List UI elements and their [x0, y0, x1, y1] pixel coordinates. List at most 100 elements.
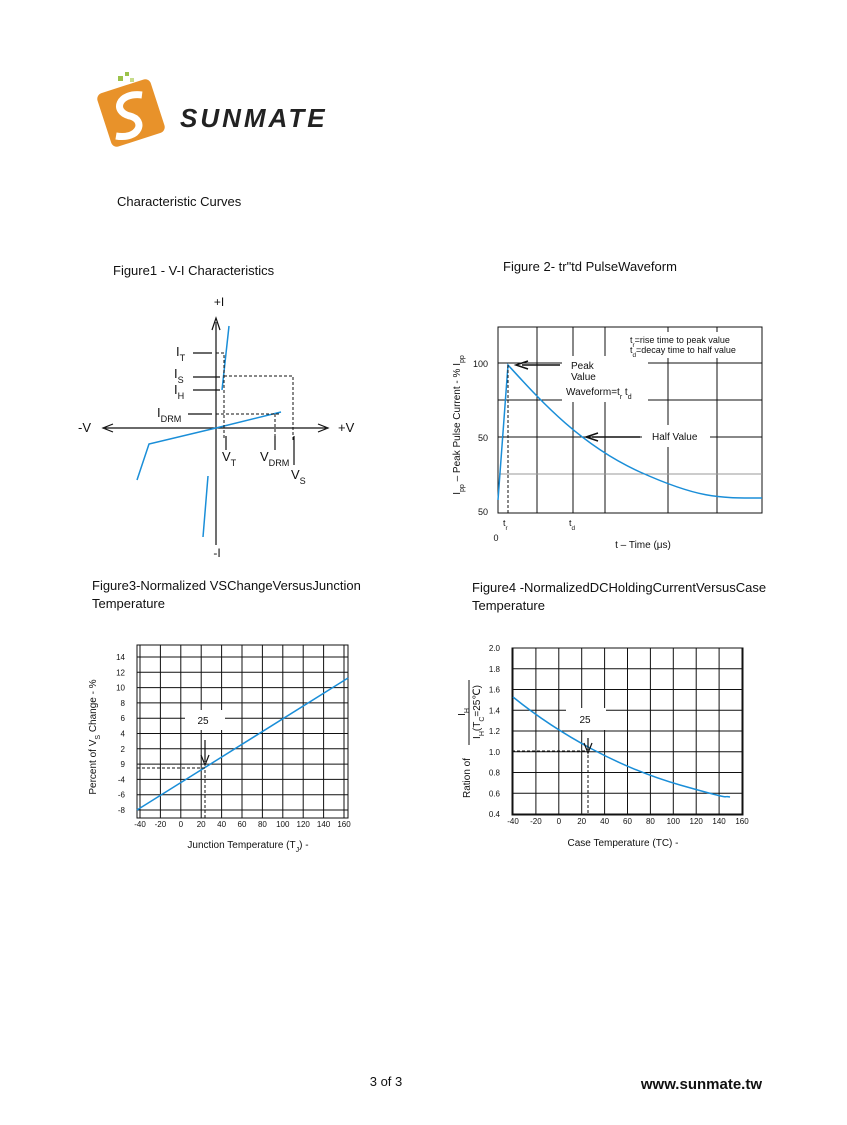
text-part: I	[457, 713, 468, 716]
vi-label: VT	[222, 449, 237, 468]
x-tick-label: tr	[503, 518, 508, 532]
x-tick-label: 100	[667, 817, 681, 826]
text-part: V	[260, 449, 269, 464]
x-tick-label: -20	[530, 817, 542, 826]
x-tick-label: 0	[557, 817, 562, 826]
subscript: S	[95, 735, 102, 740]
subscript: r	[506, 525, 508, 532]
y-tick-label: 0.8	[489, 769, 501, 778]
y-axis-label: Ipp – Peak Pulse Current - % Ipp	[452, 355, 466, 495]
text-part: =25℃)	[472, 685, 483, 717]
text-part: I	[174, 366, 178, 381]
text-part: =rise time to peak value	[635, 335, 730, 345]
note: tr=rise time to peak value	[630, 335, 730, 349]
figure-title: Figure 2- tr"td PulseWaveform	[503, 259, 677, 274]
temp-grid	[511, 647, 744, 816]
subscript: pp	[459, 484, 466, 492]
y-tick-label: 2.0	[489, 644, 501, 653]
page-number: 3 of 3	[370, 1074, 403, 1089]
x-tick-label: 80	[258, 820, 267, 829]
y-axis-label: Percent of VS Change - %	[88, 679, 102, 794]
axis-label: -I	[213, 546, 220, 560]
subscript: C	[479, 717, 486, 722]
x-tick-label: 120	[690, 817, 704, 826]
y-tick-label: 1.4	[489, 706, 501, 715]
figure-title: Figure4 -NormalizedDCHoldingCurrentVersu…	[472, 580, 766, 595]
y-tick-label: -8	[118, 806, 126, 815]
subscript: T	[180, 353, 186, 363]
annotation: Waveform=tr td	[566, 387, 632, 401]
subscript: DRM	[269, 458, 290, 468]
text-part: t	[569, 518, 572, 528]
y-tick-label: 100	[473, 359, 488, 369]
subscript: pp	[459, 355, 466, 363]
text-part: Percent of V	[88, 739, 99, 794]
x-tick-label: -40	[134, 820, 146, 829]
y-axis-label-prefix: Ration of	[462, 758, 473, 798]
y-tick-label: 1.2	[489, 727, 501, 736]
y-tick-label: -6	[118, 791, 126, 800]
subscript: r	[620, 394, 623, 401]
y-tick-label: 14	[116, 653, 125, 662]
text-part: V	[291, 467, 300, 482]
text-part: Waveform=t	[566, 387, 620, 398]
vi-diagram	[101, 316, 330, 545]
vi-label: IH	[174, 382, 184, 401]
y-tick-label: 50	[478, 433, 488, 443]
y-tick-label: 2	[121, 745, 126, 754]
subscript: d	[628, 394, 632, 401]
text-part: Junction Temperature (T	[187, 840, 295, 851]
subscript: H	[479, 731, 486, 736]
text-part: (T	[472, 722, 483, 731]
x-tick-label: 140	[712, 817, 726, 826]
x-tick-label: 160	[735, 817, 749, 826]
y-axis-label-den: IH(TC=25℃)	[472, 685, 486, 739]
y-tick-label: 1.6	[489, 686, 501, 695]
subscript: T	[231, 458, 237, 468]
figure-title: Temperature	[472, 598, 545, 613]
temp-grid	[136, 644, 349, 819]
axis-label: -V	[78, 420, 91, 435]
section-title: Characteristic Curves	[117, 194, 242, 209]
y-tick-label: -4	[118, 775, 126, 784]
x-tick-label: 0	[179, 820, 184, 829]
y-tick-label: 1.8	[489, 665, 501, 674]
y-tick-label: 12	[116, 668, 125, 677]
x-tick-label: 40	[217, 820, 226, 829]
x-axis-label: Case Temperature (TC) -	[568, 838, 679, 849]
y-axis-label: Ration of IH IH(TC=25℃)	[457, 680, 486, 798]
subscript: J	[296, 847, 300, 854]
x-tick-label: 160	[337, 820, 351, 829]
figure-title: Figure1 - V-I Characteristics	[113, 263, 275, 278]
annotation: Half Value	[652, 432, 698, 443]
x-tick-label: 20	[577, 817, 586, 826]
text-part: t	[503, 518, 506, 528]
y-tick-label: 50	[478, 507, 488, 517]
vi-label: IT	[176, 344, 186, 363]
subscript: S	[178, 375, 184, 385]
y-tick-label: 0.6	[489, 789, 501, 798]
subscript: r	[633, 342, 635, 349]
annotation: 25	[579, 715, 591, 726]
vi-label: IS	[174, 366, 184, 385]
text-part: – Peak Pulse Current - % I	[452, 363, 463, 484]
annotation: Value	[571, 372, 596, 383]
vi-label: IDRM	[157, 405, 181, 424]
vi-label: VS	[291, 467, 306, 486]
vi-label: VDRM	[260, 449, 289, 468]
y-tick-label: 10	[116, 684, 125, 693]
y-tick-label: 0.4	[489, 810, 501, 819]
text-part: t	[622, 387, 628, 398]
x-tick-label: td	[569, 518, 576, 532]
text-part: I	[472, 736, 483, 739]
text-part: t	[630, 335, 633, 345]
x-tick-label: 0	[493, 533, 498, 543]
logo-text: SUNMATE	[180, 103, 328, 133]
text-part: Change - %	[88, 679, 99, 735]
y-axis-label-num: IH	[457, 708, 471, 716]
note: td=decay time to half value	[630, 345, 736, 359]
subscript: H	[464, 708, 471, 713]
x-tick-label: -20	[155, 820, 167, 829]
website: www.sunmate.tw	[640, 1076, 762, 1093]
